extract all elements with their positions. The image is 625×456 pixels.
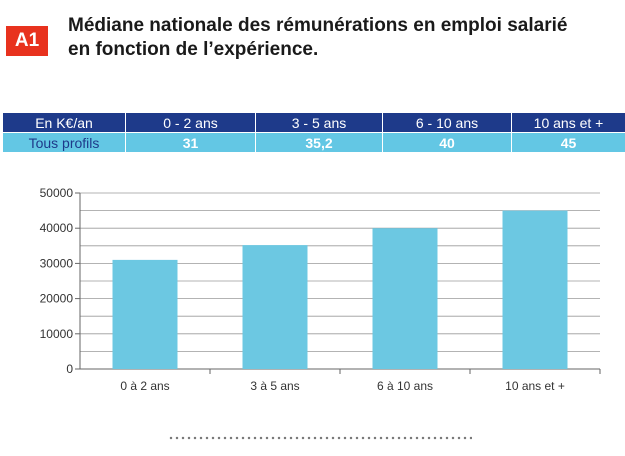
y-tick-label: 40000	[40, 221, 74, 235]
table-header-row: En K€/an 0 - 2 ans 3 - 5 ans 6 - 10 ans …	[2, 112, 625, 133]
bar	[372, 228, 438, 369]
x-tick-label: 3 à 5 ans	[250, 379, 299, 393]
table-cell: 31	[125, 132, 256, 153]
bar	[112, 259, 178, 369]
table-cell: 40	[382, 132, 512, 153]
title-line-1: Médiane nationale des rémunérations en e…	[68, 15, 568, 36]
salary-table: En K€/an 0 - 2 ans 3 - 5 ans 6 - 10 ans …	[2, 112, 625, 153]
x-tick-label: 10 ans et +	[505, 379, 565, 393]
table-header-cell: 3 - 5 ans	[255, 112, 383, 133]
x-tick-label: 6 à 10 ans	[377, 379, 433, 393]
table-cell: 45	[511, 132, 625, 153]
table-cell: 35,2	[255, 132, 383, 153]
bar	[242, 245, 308, 369]
salary-bar-chart: 0 10000 20000 30000 40000 50000 0 à 2 ans 3 à 5…	[40, 186, 601, 393]
table-header-cell: 0 - 2 ans	[125, 112, 256, 133]
table-header-cell: 6 - 10 ans	[382, 112, 512, 133]
x-tick-label: 0 à 2 ans	[120, 379, 169, 393]
dotted-divider	[168, 436, 472, 440]
table-row-label: Tous profils	[2, 132, 126, 153]
y-tick-label: 50000	[40, 186, 74, 200]
y-tick-label: 10000	[40, 327, 74, 341]
y-tick-label: 20000	[40, 292, 74, 306]
title-line-2: en fonction de l’expérience.	[68, 39, 319, 60]
bar	[502, 210, 568, 369]
y-tick-label: 0	[66, 362, 73, 376]
page-title: Médiane nationale des rémunérations en e…	[68, 14, 608, 62]
table-row: Tous profils 31 35,2 40 45	[2, 132, 625, 153]
table-header-cell: 10 ans et +	[511, 112, 625, 133]
y-tick-label: 30000	[40, 256, 74, 270]
table-header-cell: En K€/an	[2, 112, 126, 133]
section-badge: A1	[6, 26, 48, 56]
